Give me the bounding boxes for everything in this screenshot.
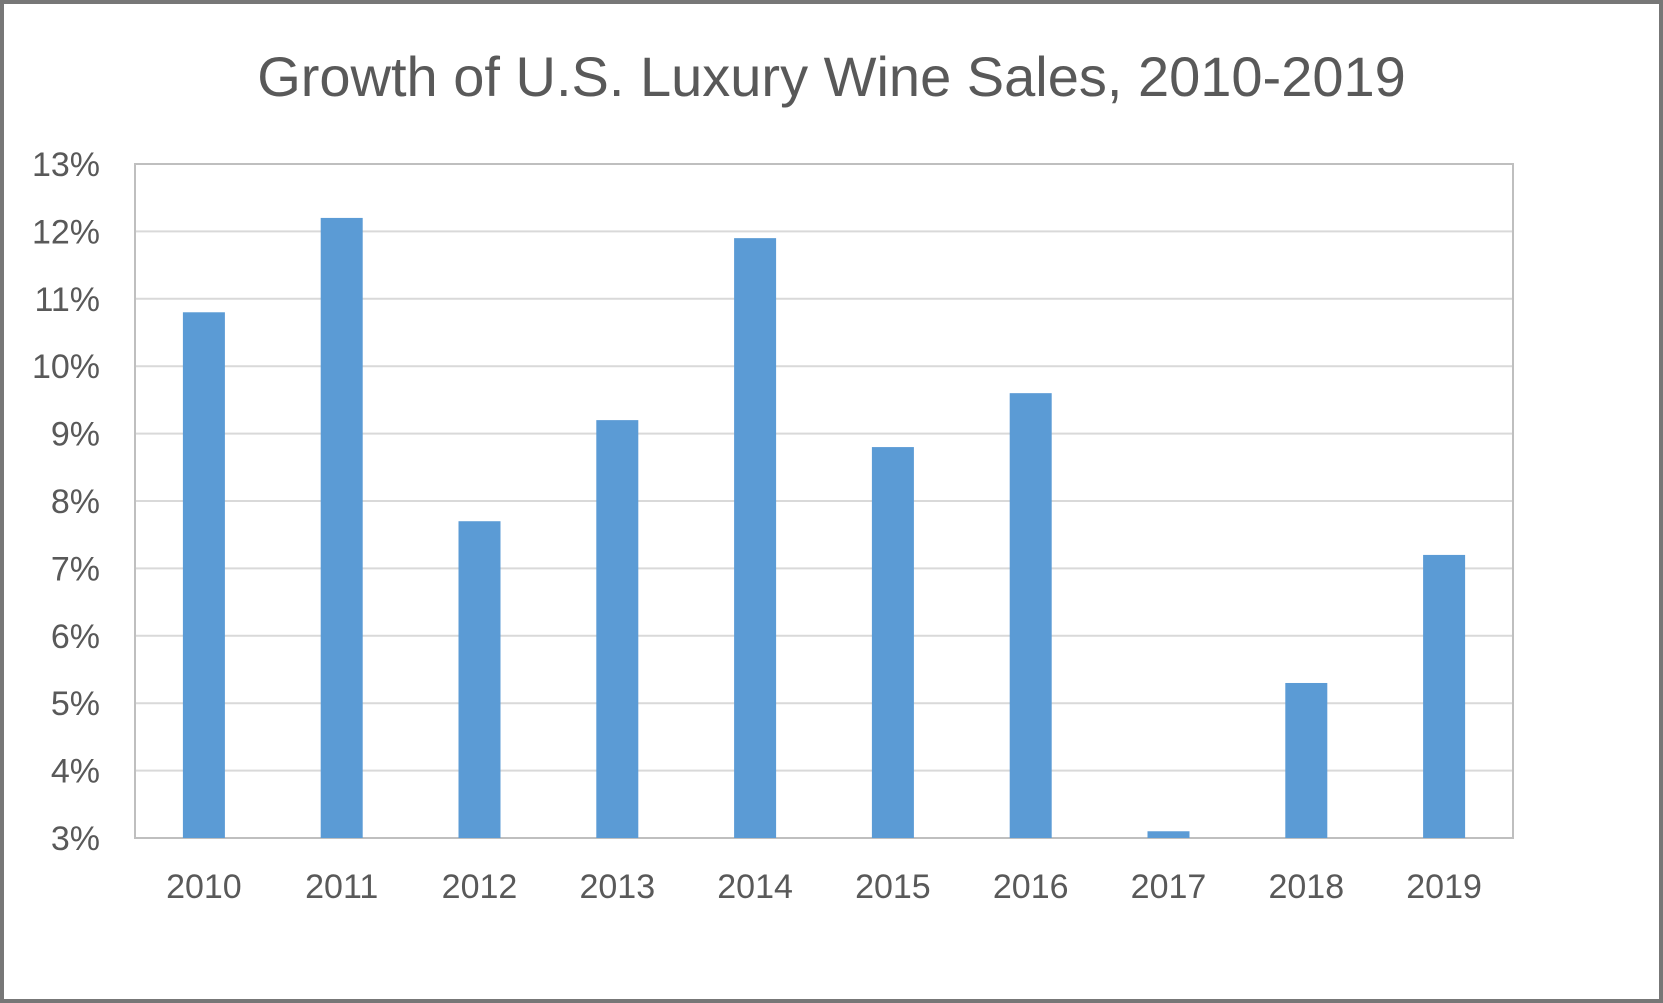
x-axis-ticks: 2010 2011 2012 2013 2014 2015 2016 2017 2018 2019 (166, 868, 1482, 906)
bar-2011 (320, 217, 363, 839)
bar-2013 (596, 420, 639, 838)
y-tick-label: 5% (51, 685, 100, 723)
x-tick-label: 2010 (166, 868, 242, 906)
y-tick-label: 10% (32, 348, 100, 386)
x-tick-label: 2018 (1268, 868, 1344, 906)
y-tick-label: 6% (51, 618, 100, 656)
bar-2014 (734, 238, 777, 838)
y-tick-label: 12% (32, 213, 100, 251)
bar-2017 (1147, 831, 1190, 838)
bar-2015 (871, 447, 914, 838)
y-tick-label: 3% (51, 820, 100, 858)
y-axis-ticks: 3% 4% 5% 6% 7% 8% 9% 10% 11% 12% 13% (32, 146, 100, 858)
x-tick-label: 2014 (717, 868, 793, 906)
x-tick-label: 2012 (442, 868, 518, 906)
bar-2016 (1009, 393, 1052, 838)
y-tick-label: 8% (51, 483, 100, 521)
y-tick-label: 13% (32, 146, 100, 184)
x-tick-label: 2015 (855, 868, 931, 906)
bar-2010 (182, 312, 225, 838)
bar-2012 (458, 521, 501, 838)
bar-2018 (1285, 682, 1328, 838)
bar-2019 (1423, 554, 1466, 838)
chart-title: Growth of U.S. Luxury Wine Sales, 2010-2… (257, 45, 1406, 108)
x-tick-label: 2016 (993, 868, 1069, 906)
x-tick-label: 2013 (579, 868, 655, 906)
y-tick-label: 9% (51, 416, 100, 454)
y-tick-label: 11% (34, 281, 100, 319)
x-tick-label: 2017 (1131, 868, 1207, 906)
bars (182, 217, 1466, 839)
plot-area-border (134, 163, 1514, 839)
y-tick-label: 7% (51, 550, 100, 588)
x-tick-label: 2019 (1406, 868, 1482, 906)
x-tick-label: 2011 (305, 868, 378, 906)
y-tick-label: 4% (51, 753, 100, 791)
